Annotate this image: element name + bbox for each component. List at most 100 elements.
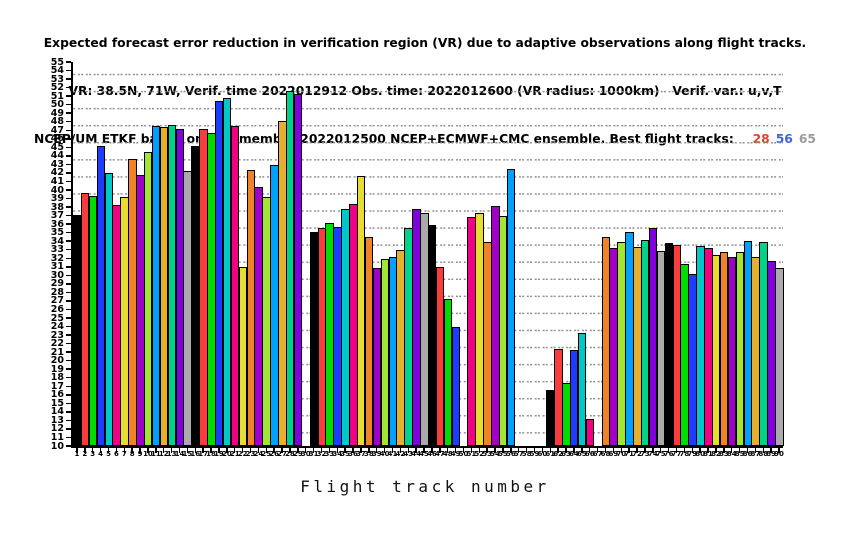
x-tick (470, 448, 473, 453)
y-tick (66, 120, 71, 123)
x-tick-label: 73 (640, 450, 650, 458)
x-tick-label: 30 (300, 450, 311, 458)
x-tick-label: 43 (403, 450, 414, 458)
x-tick-label: 15 (182, 450, 193, 458)
y-tick (66, 266, 71, 268)
y-tick-label: 18 (50, 372, 64, 384)
x-tick (304, 448, 307, 453)
x-tick (162, 448, 165, 453)
x-tick-label: 44 (411, 450, 422, 458)
y-tick (66, 86, 71, 89)
x-tick-label: 2 (82, 450, 88, 458)
x-tick (762, 448, 765, 453)
bar-track-56 (506, 168, 516, 446)
x-tick (707, 448, 709, 453)
x-tick (155, 448, 157, 453)
x-tick-label: 7 (121, 450, 127, 458)
y-tick-label: 52 (50, 82, 64, 94)
x-tick (754, 448, 757, 453)
x-tick (620, 448, 623, 453)
x-tick (312, 448, 315, 453)
x-tick (297, 448, 299, 453)
y-tick (66, 112, 71, 114)
x-tick (423, 448, 425, 453)
y-tick-label: 23 (50, 329, 64, 341)
y-tick (66, 155, 71, 157)
x-tick (107, 448, 110, 453)
x-tick (486, 448, 488, 453)
x-tick (233, 448, 236, 453)
x-tick (91, 448, 94, 453)
x-tick (407, 448, 410, 453)
y-tick (66, 334, 71, 336)
x-tick (659, 448, 662, 453)
y-tick-label: 15 (50, 397, 64, 409)
x-tick-label: 68 (600, 450, 611, 458)
y-tick-label: 26 (50, 303, 64, 315)
x-tick (194, 448, 197, 453)
y-tick-label: 13 (50, 414, 64, 426)
x-tick (375, 448, 378, 453)
y-tick-label: 51 (50, 90, 64, 102)
x-tick (210, 448, 212, 453)
y-tick-label: 31 (50, 261, 64, 273)
x-tick-label: 28 (285, 450, 295, 458)
y-tick-label: 37 (50, 210, 64, 222)
x-tick-label: 83 (718, 450, 729, 458)
x-tick (723, 448, 725, 453)
bar-track-49 (451, 326, 461, 446)
x-tick-label: 35 (340, 450, 351, 458)
x-tick-label: 31 (308, 450, 319, 458)
y-tick-label: 35 (50, 227, 64, 239)
x-tick-label: 57 (513, 450, 524, 458)
x-tick-label: 10 (143, 450, 153, 458)
x-tick-label: 64 (569, 450, 579, 458)
y-tick (66, 240, 71, 242)
x-tick (328, 448, 331, 453)
x-tick-label: 78 (679, 450, 690, 458)
y-tick (66, 291, 71, 294)
x-tick-label: 20 (221, 450, 232, 458)
x-tick (675, 448, 678, 453)
x-tick (115, 448, 118, 453)
x-tick-label: 1 (74, 450, 80, 458)
x-tick (502, 448, 504, 453)
y-tick (66, 197, 71, 200)
x-tick-label: 18 (206, 450, 216, 458)
x-tick (596, 448, 599, 453)
x-tick (557, 448, 559, 453)
y-tick (66, 376, 71, 379)
y-tick-label: 49 (50, 107, 64, 119)
x-tick-label: 47 (434, 450, 445, 458)
x-tick-label: 63 (561, 450, 571, 458)
x-tick-label: 5 (106, 450, 111, 458)
x-tick (336, 448, 339, 453)
y-axis-line (71, 62, 73, 448)
x-tick (683, 448, 686, 453)
y-tick (66, 231, 71, 234)
x-tick (699, 448, 701, 453)
x-tick-label: 55 (498, 450, 508, 458)
x-tick (202, 448, 204, 453)
x-tick-label: 37 (356, 450, 366, 458)
x-tick (249, 448, 252, 453)
y-tick (66, 445, 71, 447)
x-tick (241, 448, 244, 453)
y-tick-label: 30 (50, 269, 64, 281)
y-tick (66, 325, 71, 328)
y-tick-label: 19 (50, 363, 64, 375)
x-tick-label: 41 (387, 450, 398, 458)
x-tick (738, 448, 741, 453)
y-tick-label: 32 (50, 252, 64, 264)
x-tick (139, 448, 141, 453)
x-tick (778, 448, 780, 453)
x-tick (533, 448, 536, 453)
x-tick-label: 24 (253, 450, 264, 458)
x-tick-label: 6 (113, 450, 119, 458)
y-tick-label: 25 (50, 312, 64, 324)
y-tick (66, 103, 71, 106)
x-tick (399, 448, 402, 453)
x-tick (454, 448, 457, 453)
y-tick-label: 11 (50, 431, 64, 443)
